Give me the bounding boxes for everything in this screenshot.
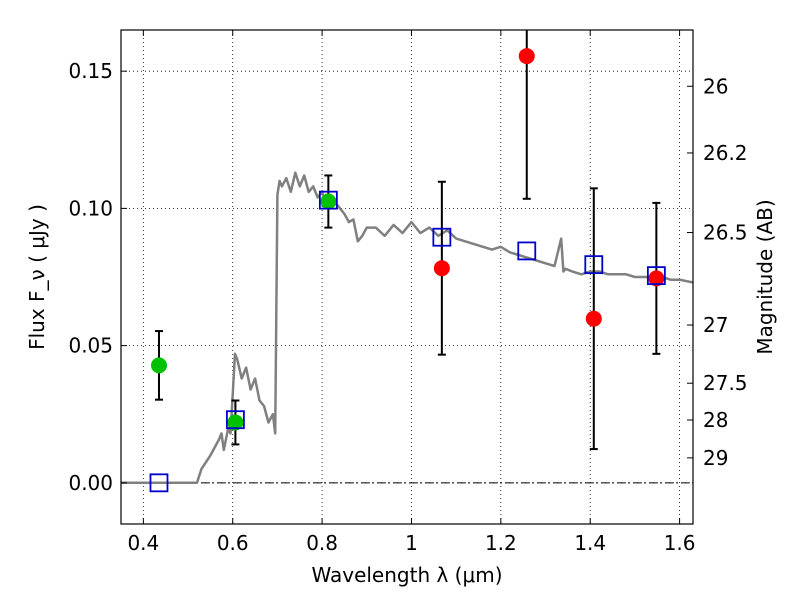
right-axis-label: Magnitude (AB) (753, 199, 777, 354)
data-point-circle (585, 310, 602, 327)
right-axis-ticks: 26 26.2 26.5 27 27.5 28 29 (687, 74, 748, 470)
right-tick-label: 27 (703, 313, 728, 337)
model-point-square (225, 410, 245, 430)
right-tick-label: 27.5 (703, 371, 748, 395)
x-tick-label: 1.2 (485, 531, 517, 555)
model-point-square (517, 241, 537, 261)
data-point-circle (433, 260, 450, 277)
data-point-circle (518, 48, 535, 65)
right-tick-label: 26.5 (703, 221, 748, 245)
right-tick-label: 26.2 (703, 141, 748, 165)
data-point-circle (227, 414, 244, 431)
data-point-circle (320, 193, 337, 210)
x-tick-label: 1.4 (574, 531, 606, 555)
x-tick-label: 0.6 (217, 531, 249, 555)
model-spectrum (121, 171, 694, 485)
x-axis-label: Wavelength λ (μm) (311, 563, 502, 587)
right-tick-label: 29 (703, 446, 728, 470)
model-point-square (646, 266, 666, 286)
data-point-circle (150, 357, 167, 374)
x-tick-label: 0.4 (127, 531, 159, 555)
right-tick-label: 28 (703, 408, 728, 432)
right-tick-label: 26 (703, 74, 728, 98)
y-tick-label: 0.05 (68, 334, 113, 358)
model-point-square (432, 227, 452, 247)
model-line (121, 171, 694, 485)
x-tick-label: 1 (405, 531, 418, 555)
model-point-square (149, 473, 169, 493)
x-tick-label: 1.6 (664, 531, 696, 555)
y-tick-label: 0.15 (68, 59, 113, 83)
y-axis-ticks: 0.00 0.05 0.10 0.15 (68, 59, 127, 495)
x-axis-ticks: 0.4 0.6 0.8 1 1.2 1.4 1.6 (127, 30, 696, 555)
model-point-square (584, 255, 604, 275)
model-point-square (318, 190, 338, 210)
plot-background (121, 30, 693, 524)
data-markers (149, 48, 666, 493)
y-tick-label: 0.00 (68, 471, 113, 495)
y-axis-label: Flux F_ν ( μJy ) (25, 204, 49, 350)
data-point-circle (648, 270, 665, 287)
plot-frame (120, 29, 694, 525)
x-tick-label: 0.8 (306, 531, 338, 555)
y-tick-label: 0.10 (68, 196, 113, 220)
